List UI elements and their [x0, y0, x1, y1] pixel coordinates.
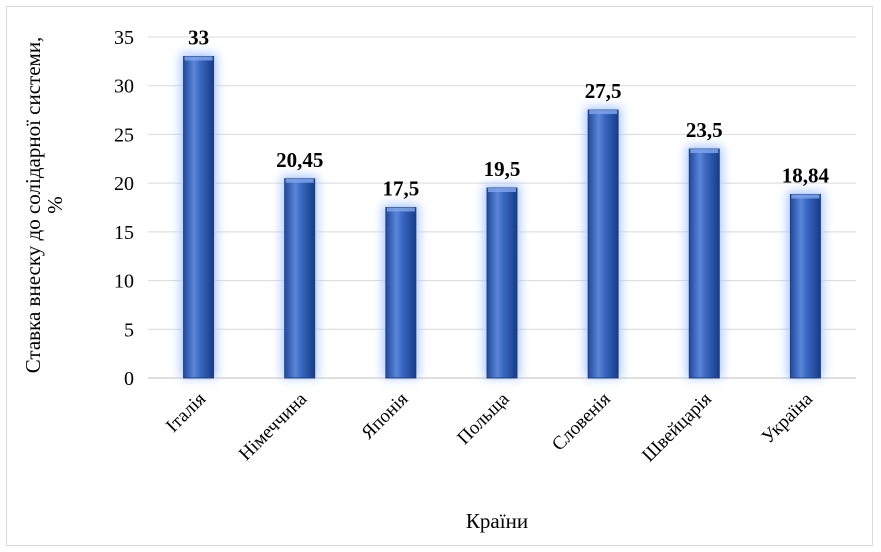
x-tick-label-5: Швейцарія [638, 389, 716, 467]
y-tick-label-5: 5 [124, 319, 134, 341]
bar-cap-2 [386, 207, 415, 212]
x-tick-label-6: Україна [758, 388, 818, 448]
y-tick-label-35: 35 [114, 27, 134, 49]
x-axis-ticks: Італія Німеччина Японія Польща Словенія Швейц… [162, 388, 817, 466]
data-label-6: 18,84 [782, 163, 830, 187]
y-tick-label-30: 30 [114, 76, 134, 98]
bar-cap-5 [690, 149, 719, 154]
x-tick-label-1: Німеччина [235, 388, 312, 465]
y-axis-title: Ставка внеску до солідарної системи, % [21, 37, 67, 374]
bar-cap-0 [184, 56, 213, 61]
y-tick-label-0: 0 [124, 368, 134, 390]
x-tick-label-3: Польща [453, 388, 514, 449]
y-tick-label-20: 20 [114, 173, 134, 195]
x-tick-label-0: Італія [162, 389, 210, 437]
y-axis-title-line-1: Ставка внеску до солідарної системи, [21, 37, 45, 374]
bar-0 [183, 55, 215, 379]
bar-5 [688, 148, 720, 379]
y-axis-title-line-2: % [43, 196, 67, 214]
gridlines [148, 36, 856, 379]
bar-2 [385, 207, 417, 379]
x-axis-title: Країни [466, 509, 528, 533]
data-label-5: 23,5 [686, 118, 723, 142]
data-label-0: 33 [188, 25, 209, 49]
bar-cap-4 [589, 110, 618, 115]
bar-3 [486, 187, 518, 379]
bar-6 [789, 193, 821, 379]
chart-frame [6, 6, 873, 546]
bars [180, 53, 824, 379]
data-label-1: 20,45 [276, 148, 323, 172]
x-tick-label-4: Словенія [548, 389, 615, 456]
y-tick-label-25: 25 [114, 124, 134, 146]
bar-1 [284, 178, 316, 379]
bar-cap-3 [488, 188, 516, 193]
data-label-4: 27,5 [585, 79, 622, 103]
y-tick-label-10: 10 [114, 271, 134, 293]
bar-cap-1 [285, 178, 314, 183]
data-label-2: 17,5 [382, 177, 419, 201]
y-tick-label-15: 15 [114, 222, 134, 244]
y-axis-ticks: 0 5 10 15 20 25 30 35 [114, 27, 134, 390]
bar-4 [587, 109, 619, 379]
x-tick-label-2: Японія [358, 389, 413, 444]
data-label-3: 19,5 [484, 157, 521, 181]
data-labels: 33 20,45 17,5 19,5 27,5 23,5 18,84 [188, 25, 829, 200]
bar-cap-6 [791, 194, 820, 199]
